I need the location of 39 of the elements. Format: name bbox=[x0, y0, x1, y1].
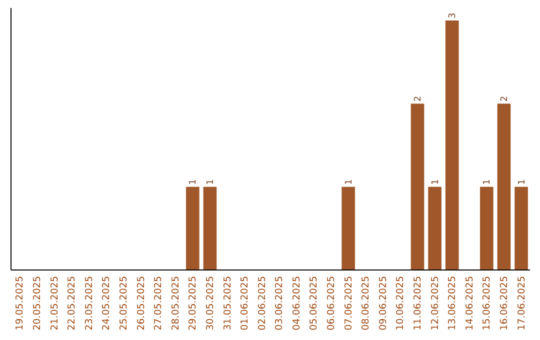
data-label: 1 bbox=[482, 179, 493, 185]
x-tick-label: 05.06.2025 bbox=[308, 276, 320, 330]
data-label: 2 bbox=[414, 96, 424, 102]
data-label: 2 bbox=[500, 96, 510, 102]
x-tick-label: 30.05.2025 bbox=[204, 276, 216, 330]
x-tick-label: 17.06.2025 bbox=[516, 276, 528, 330]
x-tick-label: 13.06.2025 bbox=[447, 276, 458, 330]
x-tick-label: 29.05.2025 bbox=[188, 276, 199, 330]
data-label: 3 bbox=[448, 12, 458, 18]
x-tick-label: 06.06.2025 bbox=[326, 276, 338, 330]
x-tick-label: 15.06.2025 bbox=[482, 276, 493, 330]
x-tick-label: 12.06.2025 bbox=[430, 276, 441, 330]
x-tick-label: 09.06.2025 bbox=[378, 276, 389, 330]
x-tick-label: 03.06.2025 bbox=[274, 276, 286, 330]
x-tick-label: 19.05.2025 bbox=[14, 276, 26, 330]
x-tick-label: 27.05.2025 bbox=[153, 276, 164, 330]
x-tick-label: 10.06.2025 bbox=[395, 276, 406, 330]
x-tick-label: 14.06.2025 bbox=[464, 276, 476, 330]
data-label: 1 bbox=[188, 179, 199, 185]
x-tick-label: 02.06.2025 bbox=[256, 276, 268, 330]
data-label: 1 bbox=[430, 179, 441, 185]
x-tick-label: 31.05.2025 bbox=[222, 276, 234, 330]
x-tick-label: 26.05.2025 bbox=[136, 276, 147, 330]
data-label: 1 bbox=[344, 179, 354, 185]
x-tick-label: 25.05.2025 bbox=[118, 276, 130, 330]
x-tick-label: 11.06.2025 bbox=[412, 276, 424, 330]
x-tick-label: 01.06.2025 bbox=[240, 276, 251, 330]
x-tick-label: 16.06.2025 bbox=[498, 276, 510, 330]
x-tick-label: 23.05.2025 bbox=[84, 276, 95, 330]
x-tick-label: 24.05.2025 bbox=[101, 276, 112, 330]
x-tick-label: 21.05.2025 bbox=[49, 276, 60, 330]
x-tick-label: 22.05.2025 bbox=[66, 276, 78, 330]
x-tick-label: 20.05.2025 bbox=[32, 276, 44, 330]
x-tick-label: 04.06.2025 bbox=[291, 276, 302, 330]
x-tick-label: 07.06.2025 bbox=[343, 276, 354, 330]
x-tick-label: 28.05.2025 bbox=[170, 276, 182, 330]
data-label: 1 bbox=[206, 179, 216, 185]
x-tick-label: 08.06.2025 bbox=[360, 276, 372, 330]
data-label: 1 bbox=[517, 179, 528, 185]
